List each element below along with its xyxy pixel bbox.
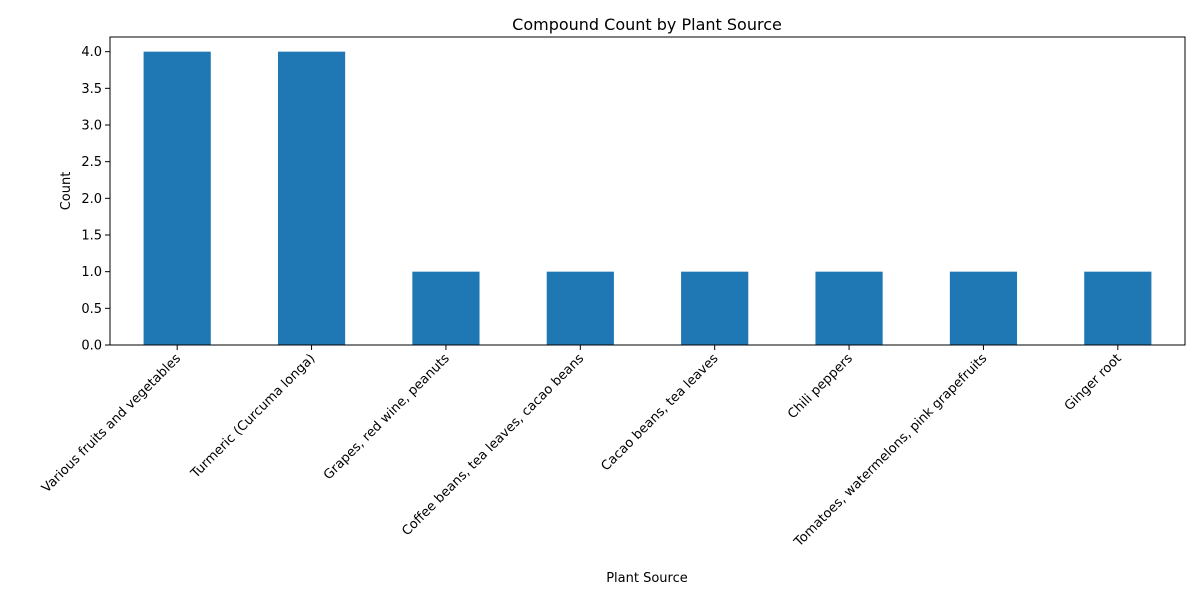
x-tick-label: Chili peppers: [785, 351, 856, 422]
bar: [949, 271, 1018, 345]
bar: [143, 51, 211, 346]
y-tick-label: 3.5: [81, 82, 102, 97]
y-tick-label: 3.0: [81, 119, 102, 134]
bars-layer: [143, 51, 1152, 346]
y-tick-label: 2.5: [81, 155, 102, 170]
x-tick-label: Turmeric (Curcuma longa): [188, 351, 319, 482]
bar: [277, 51, 346, 346]
chart-title: Compound Count by Plant Source: [512, 15, 782, 34]
y-tick-label: 1.0: [81, 265, 102, 280]
y-tick-label: 0.5: [81, 302, 102, 317]
x-axis: Various fruits and vegetables Turmeric (C…: [39, 345, 1125, 551]
bar: [546, 271, 614, 345]
y-tick-label: 1.5: [81, 229, 102, 244]
x-tick-label: Cacao beans, tea leaves: [598, 351, 721, 474]
y-tick-label: 2.0: [81, 192, 102, 207]
y-tick-label: 4.0: [81, 45, 102, 60]
bar: [412, 271, 480, 345]
bar: [815, 271, 883, 345]
plot-frame: [109, 36, 1186, 346]
y-tick-label: 0.0: [81, 339, 102, 354]
y-axis-label: Count: [59, 172, 74, 211]
x-tick-label: Ginger root: [1062, 351, 1125, 414]
bar: [1084, 271, 1152, 345]
x-axis-label: Plant Source: [606, 571, 688, 586]
x-tick-label: Grapes, red wine, peanuts: [321, 351, 453, 483]
bar: [681, 271, 749, 345]
x-tick-label: Various fruits and vegetables: [39, 351, 184, 496]
y-axis: 0.0 0.5 1.0 1.5 2.0 2.5 3.0 3.5 4.0: [81, 45, 110, 354]
